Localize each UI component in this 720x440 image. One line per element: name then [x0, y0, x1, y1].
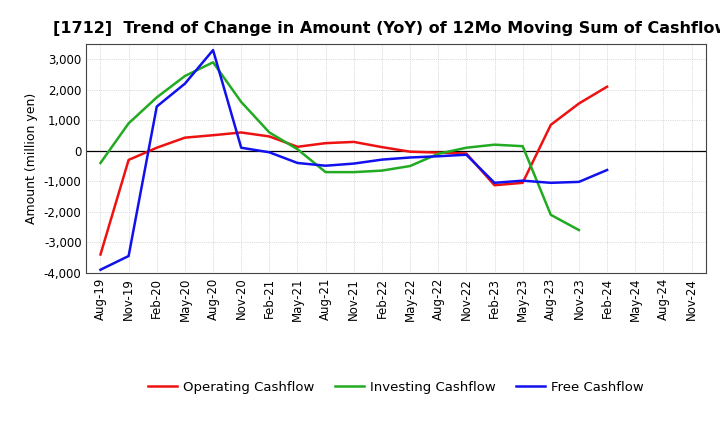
Free Cashflow	[237, 145, 246, 150]
Free Cashflow	[434, 154, 443, 159]
Operating Cashflow	[153, 145, 161, 150]
Title: [1712]  Trend of Change in Amount (YoY) of 12Mo Moving Sum of Cashflows: [1712] Trend of Change in Amount (YoY) o…	[53, 21, 720, 36]
Free Cashflow	[209, 48, 217, 53]
Operating Cashflow	[490, 183, 499, 188]
Investing Cashflow	[181, 73, 189, 79]
Operating Cashflow	[406, 149, 415, 154]
Operating Cashflow	[293, 144, 302, 150]
Investing Cashflow	[546, 212, 555, 217]
Investing Cashflow	[434, 151, 443, 157]
Investing Cashflow	[153, 95, 161, 100]
Operating Cashflow	[96, 252, 105, 257]
Operating Cashflow	[462, 151, 471, 156]
Free Cashflow	[265, 150, 274, 155]
Investing Cashflow	[237, 99, 246, 105]
Investing Cashflow	[209, 60, 217, 65]
Operating Cashflow	[349, 139, 358, 145]
Y-axis label: Amount (million yen): Amount (million yen)	[25, 93, 38, 224]
Operating Cashflow	[434, 150, 443, 155]
Operating Cashflow	[125, 157, 133, 162]
Investing Cashflow	[377, 168, 386, 173]
Investing Cashflow	[462, 145, 471, 150]
Free Cashflow	[406, 155, 415, 160]
Free Cashflow	[518, 178, 527, 183]
Free Cashflow	[377, 157, 386, 162]
Operating Cashflow	[321, 140, 330, 146]
Line: Free Cashflow: Free Cashflow	[101, 50, 607, 270]
Operating Cashflow	[518, 180, 527, 185]
Free Cashflow	[321, 163, 330, 169]
Free Cashflow	[462, 152, 471, 158]
Line: Operating Cashflow: Operating Cashflow	[101, 87, 607, 254]
Operating Cashflow	[546, 122, 555, 128]
Investing Cashflow	[349, 169, 358, 175]
Legend: Operating Cashflow, Investing Cashflow, Free Cashflow: Operating Cashflow, Investing Cashflow, …	[143, 375, 649, 399]
Operating Cashflow	[603, 84, 611, 89]
Free Cashflow	[181, 81, 189, 86]
Investing Cashflow	[490, 142, 499, 147]
Line: Investing Cashflow: Investing Cashflow	[101, 62, 579, 230]
Investing Cashflow	[96, 160, 105, 165]
Operating Cashflow	[377, 144, 386, 150]
Free Cashflow	[125, 253, 133, 259]
Investing Cashflow	[125, 121, 133, 126]
Free Cashflow	[603, 167, 611, 172]
Free Cashflow	[96, 267, 105, 272]
Investing Cashflow	[293, 147, 302, 152]
Investing Cashflow	[265, 130, 274, 135]
Operating Cashflow	[575, 101, 583, 106]
Operating Cashflow	[237, 130, 246, 135]
Operating Cashflow	[209, 132, 217, 138]
Free Cashflow	[293, 160, 302, 165]
Operating Cashflow	[181, 135, 189, 140]
Free Cashflow	[575, 179, 583, 184]
Investing Cashflow	[518, 143, 527, 149]
Investing Cashflow	[575, 227, 583, 233]
Investing Cashflow	[406, 163, 415, 169]
Free Cashflow	[349, 161, 358, 166]
Investing Cashflow	[321, 169, 330, 175]
Free Cashflow	[490, 180, 499, 185]
Free Cashflow	[153, 104, 161, 109]
Free Cashflow	[546, 180, 555, 185]
Operating Cashflow	[265, 134, 274, 139]
